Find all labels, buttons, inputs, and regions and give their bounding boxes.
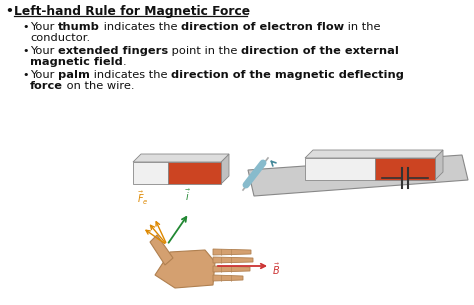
- Text: •: •: [22, 46, 28, 56]
- Text: on the wire.: on the wire.: [63, 81, 135, 91]
- Polygon shape: [213, 257, 253, 263]
- Bar: [375, 158, 435, 180]
- Text: •: •: [22, 70, 28, 80]
- Text: S: S: [144, 168, 150, 178]
- Text: •: •: [5, 5, 13, 18]
- Text: Your: Your: [30, 70, 58, 80]
- Text: .: .: [123, 57, 127, 67]
- Polygon shape: [155, 250, 215, 288]
- Polygon shape: [213, 275, 243, 281]
- Text: direction of the magnetic deflecting: direction of the magnetic deflecting: [171, 70, 404, 80]
- Text: indicates the: indicates the: [100, 22, 181, 32]
- Text: thumb: thumb: [58, 22, 100, 32]
- Polygon shape: [150, 235, 173, 265]
- Text: N: N: [193, 168, 201, 178]
- Text: $\vec{F}_e$: $\vec{F}_e$: [137, 190, 148, 207]
- Text: palm: palm: [58, 70, 90, 80]
- Text: N: N: [401, 164, 409, 174]
- Text: conductor.: conductor.: [30, 33, 90, 43]
- Text: •: •: [22, 22, 28, 32]
- Text: Left-hand Rule for Magnetic Force: Left-hand Rule for Magnetic Force: [14, 5, 250, 18]
- Text: Your: Your: [30, 46, 58, 56]
- Bar: [168, 162, 221, 184]
- Bar: [133, 162, 168, 184]
- Text: S: S: [332, 164, 338, 174]
- Text: $\vec{i}$: $\vec{i}$: [185, 188, 191, 203]
- Polygon shape: [305, 150, 443, 158]
- Text: direction of the external: direction of the external: [241, 46, 399, 56]
- Text: $\vec{B}$: $\vec{B}$: [272, 262, 280, 277]
- Bar: [305, 158, 375, 180]
- Text: force: force: [30, 81, 63, 91]
- Text: magnetic field: magnetic field: [30, 57, 123, 67]
- Text: in the: in the: [344, 22, 381, 32]
- Polygon shape: [435, 150, 443, 180]
- Polygon shape: [221, 154, 229, 184]
- Polygon shape: [133, 154, 229, 162]
- Text: point in the: point in the: [168, 46, 241, 56]
- Text: Your: Your: [30, 22, 58, 32]
- Text: extended fingers: extended fingers: [58, 46, 168, 56]
- Polygon shape: [248, 155, 468, 196]
- Polygon shape: [213, 266, 250, 272]
- Text: indicates the: indicates the: [90, 70, 171, 80]
- Text: direction of electron flow: direction of electron flow: [181, 22, 344, 32]
- Polygon shape: [213, 249, 251, 255]
